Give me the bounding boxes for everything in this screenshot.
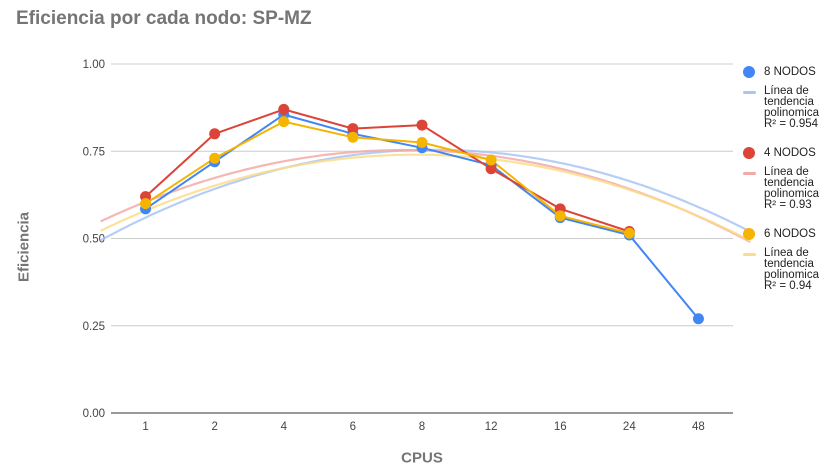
data-point <box>416 119 428 131</box>
legend-label: 8 NODOS <box>764 66 816 78</box>
y-tick-label: 0.00 <box>83 408 105 420</box>
x-tick-label: 48 <box>692 421 705 433</box>
legend-label: 6 NODOS <box>764 228 816 240</box>
legend-trend-marker <box>743 91 756 94</box>
legend-series-6-nodos[interactable]: 6 NODOS <box>742 226 826 242</box>
data-point <box>278 116 290 128</box>
x-tick-label: 24 <box>623 421 636 433</box>
y-tick-label: 0.50 <box>83 234 105 246</box>
legend-marker <box>743 228 755 240</box>
legend-trend-8-nodos[interactable]: Línea de tendencia polinomica R² = 0.954 <box>742 85 826 130</box>
data-point <box>554 210 566 222</box>
legend-trend-label: Línea de tendencia polinomica <box>764 247 819 281</box>
chart-title: Eficiencia por cada nodo: SP-MZ <box>16 8 312 29</box>
data-point <box>347 131 359 143</box>
legend-marker <box>743 147 755 159</box>
series-line <box>144 108 630 233</box>
legend-trend-label: Línea de tendencia polinomica <box>764 85 819 119</box>
legend-series-4-nodos[interactable]: 4 NODOS <box>742 145 826 161</box>
data-point <box>416 137 428 149</box>
legend-trend-marker <box>743 172 756 175</box>
x-tick-label: 12 <box>485 421 498 433</box>
legend-trend-r2: R² = 0.94 <box>764 280 812 292</box>
series-line <box>145 120 630 235</box>
legend-trend-6-nodos[interactable]: Línea de tendencia polinomica R² = 0.94 <box>742 247 826 292</box>
data-point <box>485 154 497 166</box>
x-tick-label: 8 <box>419 421 425 433</box>
x-tick-label: 4 <box>281 421 288 433</box>
data-point <box>209 152 221 164</box>
legend-trend-marker <box>743 253 756 256</box>
data-point <box>692 313 704 325</box>
data-point <box>140 198 152 210</box>
data-point <box>485 163 497 175</box>
legend-marker <box>743 66 755 78</box>
legend-trend-r2: R² = 0.954 <box>764 118 819 130</box>
y-tick-label: 0.25 <box>83 321 105 333</box>
y-tick-label: 1.00 <box>83 59 105 71</box>
trend-line <box>100 148 751 242</box>
legend-series-8-nodos[interactable]: 8 NODOS <box>742 64 826 80</box>
legend-label: 4 NODOS <box>764 147 816 159</box>
legend-trend-4-nodos[interactable]: Línea de tendencia polinomica R² = 0.93 <box>742 166 826 211</box>
x-tick-label: 6 <box>350 421 356 433</box>
chart-legend: 8 NODOS Línea de tendencia polinomica R²… <box>742 62 826 292</box>
x-tick-label: 16 <box>554 421 567 433</box>
trend-line <box>100 153 751 242</box>
x-axis-title: CPUS <box>401 449 443 467</box>
x-tick-label: 2 <box>211 421 217 433</box>
data-point <box>278 103 290 115</box>
data-point <box>209 128 221 140</box>
y-tick-label: 0.75 <box>83 146 105 158</box>
data-point <box>347 123 359 135</box>
legend-trend-label: Línea de tendencia polinomica <box>764 166 819 200</box>
legend-trend-r2: R² = 0.93 <box>764 199 812 211</box>
x-tick-label: 1 <box>142 421 148 433</box>
data-point <box>623 227 635 239</box>
